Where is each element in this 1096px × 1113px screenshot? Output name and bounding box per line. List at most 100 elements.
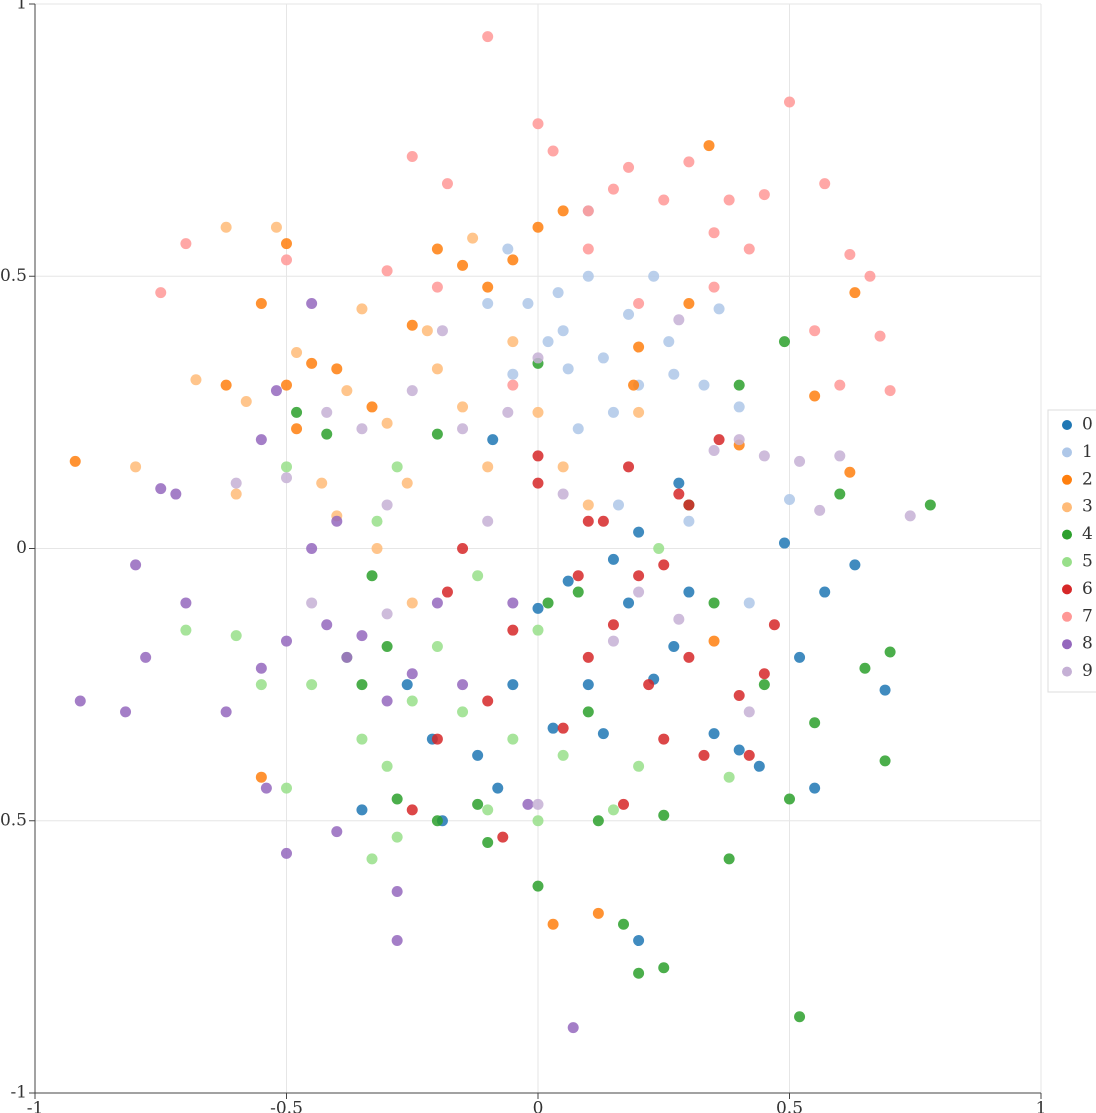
point <box>713 303 725 315</box>
point <box>306 597 318 609</box>
point <box>482 297 494 309</box>
point <box>819 178 831 190</box>
point <box>482 695 494 707</box>
point <box>683 297 695 309</box>
point <box>743 243 755 255</box>
point <box>572 586 584 598</box>
point <box>743 706 755 718</box>
point <box>658 962 670 974</box>
point <box>431 815 443 827</box>
point <box>381 499 393 511</box>
point <box>819 586 831 598</box>
point <box>552 287 564 299</box>
point <box>457 259 469 271</box>
point <box>502 406 514 418</box>
point <box>356 423 368 435</box>
point <box>180 597 192 609</box>
point <box>457 706 469 718</box>
point <box>612 499 624 511</box>
legend-marker <box>1062 502 1072 513</box>
point <box>391 886 403 898</box>
point <box>321 619 333 631</box>
point <box>809 325 821 337</box>
point <box>381 695 393 707</box>
point <box>431 641 443 653</box>
legend-marker <box>1062 584 1072 595</box>
point <box>507 733 519 745</box>
point <box>502 243 514 255</box>
point <box>180 238 192 250</box>
point <box>281 472 292 484</box>
point <box>733 379 745 391</box>
point <box>306 357 318 369</box>
point <box>633 526 645 538</box>
point <box>291 423 303 435</box>
point <box>683 499 695 511</box>
point <box>507 597 519 609</box>
point <box>356 630 368 642</box>
point <box>582 499 594 511</box>
point <box>733 744 745 756</box>
point <box>507 679 519 691</box>
point <box>633 586 645 598</box>
point <box>623 308 635 320</box>
point <box>633 760 645 772</box>
x-tick-label: 1 <box>1036 1099 1047 1113</box>
point <box>457 401 469 413</box>
point <box>532 221 544 233</box>
point <box>582 679 594 691</box>
legend-label: 8 <box>1082 634 1093 654</box>
point <box>391 793 403 805</box>
point <box>582 706 594 718</box>
point <box>391 461 403 473</box>
point <box>532 798 544 810</box>
point <box>366 853 378 865</box>
point <box>834 379 846 391</box>
point <box>406 385 418 397</box>
point <box>507 254 519 266</box>
point <box>291 346 303 358</box>
point <box>834 450 846 462</box>
legend-label: 5 <box>1082 552 1093 572</box>
point <box>547 722 559 734</box>
point <box>708 444 720 456</box>
point <box>733 434 745 446</box>
point <box>457 543 469 554</box>
legend-box <box>1047 409 1096 693</box>
point <box>532 406 544 418</box>
point <box>281 847 292 859</box>
point <box>633 570 645 582</box>
point <box>532 624 544 636</box>
point <box>482 31 494 43</box>
point <box>421 325 433 337</box>
point <box>431 428 443 440</box>
point <box>532 352 544 364</box>
point <box>673 314 685 326</box>
point <box>255 771 267 783</box>
point <box>270 221 282 233</box>
legend-marker <box>1062 474 1072 485</box>
point <box>532 450 544 462</box>
point <box>507 379 519 391</box>
legend-marker <box>1062 420 1072 430</box>
point <box>306 543 318 554</box>
point <box>733 690 745 702</box>
point <box>306 679 318 691</box>
x-tick-label: 0.5 <box>776 1099 803 1113</box>
point <box>844 248 856 260</box>
point <box>487 434 499 446</box>
point <box>794 651 806 663</box>
point <box>69 455 81 467</box>
point <box>698 379 710 391</box>
point <box>809 390 821 402</box>
point <box>884 385 896 397</box>
y-tick-label: 0 <box>16 538 27 558</box>
point <box>371 543 383 554</box>
point <box>708 635 720 647</box>
point <box>683 586 695 598</box>
point <box>441 178 453 190</box>
point <box>240 395 252 407</box>
point <box>557 722 569 734</box>
point <box>723 194 735 206</box>
